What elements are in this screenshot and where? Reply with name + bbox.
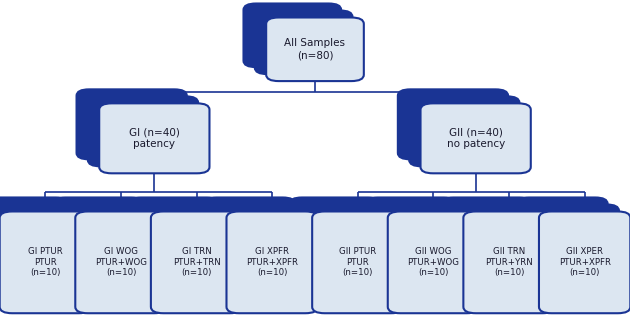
Text: GI TRN
PTUR+TRN
(n=10): GI TRN PTUR+TRN (n=10) [173, 247, 220, 277]
FancyBboxPatch shape [100, 103, 209, 173]
Text: GI WOG
PTUR+WOG
(n=10): GI WOG PTUR+WOG (n=10) [95, 247, 147, 277]
FancyBboxPatch shape [76, 89, 186, 159]
FancyBboxPatch shape [215, 204, 306, 306]
Text: GII TRN
PTUR+YRN
(n=10): GII TRN PTUR+YRN (n=10) [485, 247, 533, 277]
FancyBboxPatch shape [441, 197, 532, 299]
FancyBboxPatch shape [421, 103, 530, 173]
Text: GII (n=40)
no patency: GII (n=40) no patency [447, 128, 505, 149]
FancyBboxPatch shape [53, 197, 144, 299]
Text: GI PTUR
PTUR
(n=10): GI PTUR PTUR (n=10) [28, 247, 63, 277]
FancyBboxPatch shape [376, 204, 467, 306]
Text: GII WOG
PTUR+WOG
(n=10): GII WOG PTUR+WOG (n=10) [408, 247, 459, 277]
FancyBboxPatch shape [204, 197, 295, 299]
FancyBboxPatch shape [151, 211, 242, 313]
FancyBboxPatch shape [0, 197, 68, 299]
FancyBboxPatch shape [301, 204, 392, 306]
FancyBboxPatch shape [398, 89, 508, 159]
Text: GI XPFR
PTUR+XPFR
(n=10): GI XPFR PTUR+XPFR (n=10) [246, 247, 298, 277]
FancyBboxPatch shape [289, 197, 381, 299]
FancyBboxPatch shape [410, 96, 520, 166]
FancyBboxPatch shape [464, 211, 555, 313]
FancyBboxPatch shape [539, 211, 630, 313]
FancyBboxPatch shape [387, 211, 479, 313]
FancyBboxPatch shape [76, 211, 166, 313]
FancyBboxPatch shape [452, 204, 543, 306]
FancyBboxPatch shape [266, 17, 364, 81]
Text: GII XPER
PTUR+XPFR
(n=10): GII XPER PTUR+XPFR (n=10) [559, 247, 610, 277]
FancyBboxPatch shape [312, 211, 403, 313]
FancyBboxPatch shape [88, 96, 198, 166]
FancyBboxPatch shape [129, 197, 220, 299]
Text: All Samples
(n=80): All Samples (n=80) [285, 38, 345, 60]
FancyBboxPatch shape [64, 204, 155, 306]
FancyBboxPatch shape [255, 10, 353, 74]
Text: GII PTUR
PTUR
(n=10): GII PTUR PTUR (n=10) [339, 247, 377, 277]
FancyBboxPatch shape [140, 204, 231, 306]
FancyBboxPatch shape [528, 204, 619, 306]
FancyBboxPatch shape [365, 197, 456, 299]
FancyBboxPatch shape [243, 3, 341, 67]
FancyBboxPatch shape [227, 211, 318, 313]
FancyBboxPatch shape [516, 197, 607, 299]
Text: GI (n=40)
patency: GI (n=40) patency [129, 128, 180, 149]
FancyBboxPatch shape [0, 204, 79, 306]
FancyBboxPatch shape [0, 211, 91, 313]
